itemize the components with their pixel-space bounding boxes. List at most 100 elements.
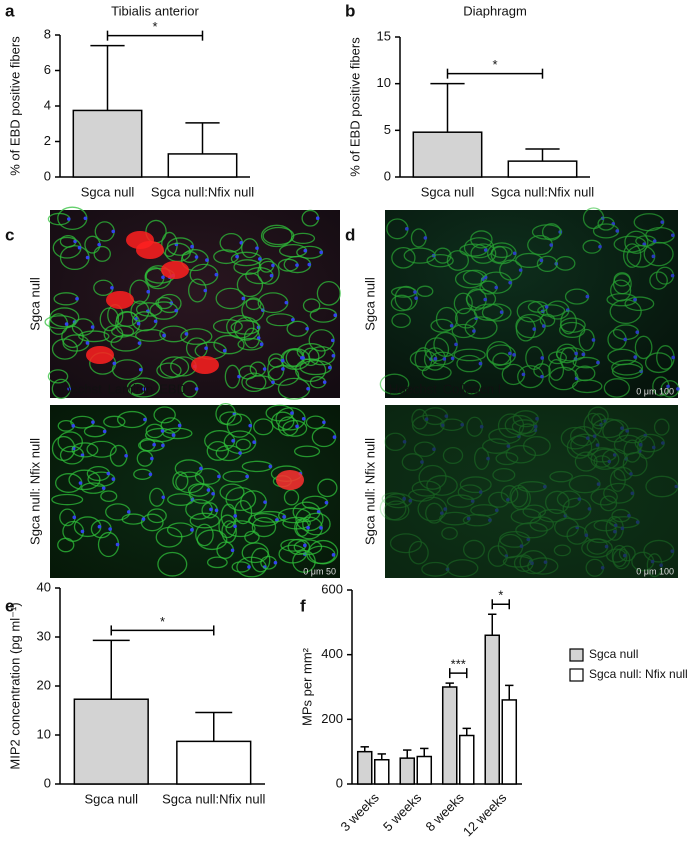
stain-label: Hoechst [54, 381, 102, 396]
nucleus [512, 251, 517, 256]
stain-label: Hoechst [389, 381, 437, 396]
nucleus [111, 477, 116, 481]
y-tick-label: 5 [384, 122, 391, 137]
nucleus [171, 433, 176, 437]
nucleus [110, 285, 114, 290]
fiber [482, 438, 511, 454]
nucleus [598, 244, 602, 249]
fiber [383, 500, 410, 521]
nucleus [478, 361, 483, 366]
ebd-fiber [276, 470, 304, 490]
nucleus [146, 289, 151, 294]
nucleus [91, 420, 95, 424]
nucleus [108, 527, 112, 531]
fiber [47, 369, 69, 384]
fiber [71, 442, 99, 458]
nucleus [563, 513, 568, 518]
stain-label: Laminin [108, 381, 154, 396]
nucleus [530, 561, 534, 565]
fiber [585, 558, 605, 577]
tissue-texture [44, 206, 341, 400]
fiber [384, 432, 407, 451]
nucleus [627, 513, 631, 518]
nucleus [670, 549, 675, 553]
fiber [590, 488, 618, 506]
nucleus [670, 233, 675, 238]
row-label: Sgca null: Nfix null [27, 438, 42, 545]
bar [356, 750, 373, 785]
significance-label: *** [451, 657, 466, 672]
nucleus [584, 533, 589, 538]
fiber [195, 523, 214, 547]
fiber [462, 539, 485, 560]
fiber [253, 418, 274, 436]
fiber [408, 488, 435, 502]
y-tick-label: 10 [377, 75, 391, 90]
nucleus [659, 563, 663, 567]
ebd-fiber [126, 231, 154, 249]
fiber [439, 418, 464, 431]
y-axis-label: MPs per mm² [299, 647, 314, 726]
stain-label: Collagen I [443, 381, 502, 396]
fiber [618, 427, 648, 444]
y-axis-label: % of EBD positive fibers [347, 37, 362, 177]
nucleus [592, 434, 597, 438]
fiber [416, 285, 434, 297]
scale-bar: 0 μm 100 [636, 566, 674, 576]
nucleus [330, 338, 335, 343]
fiber [442, 446, 464, 465]
fiber [411, 408, 429, 430]
significance-label: * [492, 57, 497, 72]
fiber [391, 246, 416, 269]
legend-label: Sgca null: Nfix null [589, 667, 688, 681]
nucleus [483, 248, 488, 252]
nucleus [494, 285, 499, 290]
nucleus [333, 313, 338, 318]
fiber [295, 506, 324, 532]
fiber [425, 502, 444, 524]
nucleus [295, 424, 299, 429]
bar [73, 698, 149, 785]
legend-swatch [569, 668, 584, 682]
nucleus [652, 239, 657, 243]
fiber [515, 522, 548, 539]
nucleus [613, 523, 618, 528]
nucleus [629, 472, 633, 476]
fiber [487, 545, 508, 567]
fiber [488, 491, 510, 508]
fiber [517, 481, 547, 493]
nucleus [518, 268, 523, 272]
nucleus [577, 497, 582, 501]
fiber [93, 245, 111, 262]
nucleus [633, 297, 637, 302]
nucleus [600, 565, 605, 570]
nucleus [238, 451, 242, 455]
fiber [574, 365, 596, 382]
nucleus [620, 526, 625, 531]
fiber [233, 259, 262, 276]
fiber [569, 426, 597, 447]
nucleus [77, 245, 82, 250]
nucleus [483, 297, 488, 302]
nucleus [112, 361, 117, 366]
nucleus [322, 420, 326, 425]
fiber [505, 445, 537, 464]
fiber [225, 520, 256, 538]
x-tick-label: Sgca null [85, 791, 139, 806]
fiber [649, 271, 668, 290]
fiber [262, 226, 295, 246]
fiber [498, 530, 531, 548]
nucleus [620, 426, 624, 430]
row-label: Sgca null [27, 277, 42, 331]
nucleus [161, 443, 165, 448]
nucleus [143, 417, 147, 422]
nucleus [635, 330, 640, 334]
fiber [623, 439, 642, 463]
nucleus [661, 441, 665, 445]
nucleus [231, 438, 235, 443]
nucleus [83, 216, 88, 221]
fiber [602, 419, 630, 443]
y-tick-label: 6 [44, 62, 51, 77]
fiber [206, 556, 228, 569]
fiber [421, 364, 452, 381]
